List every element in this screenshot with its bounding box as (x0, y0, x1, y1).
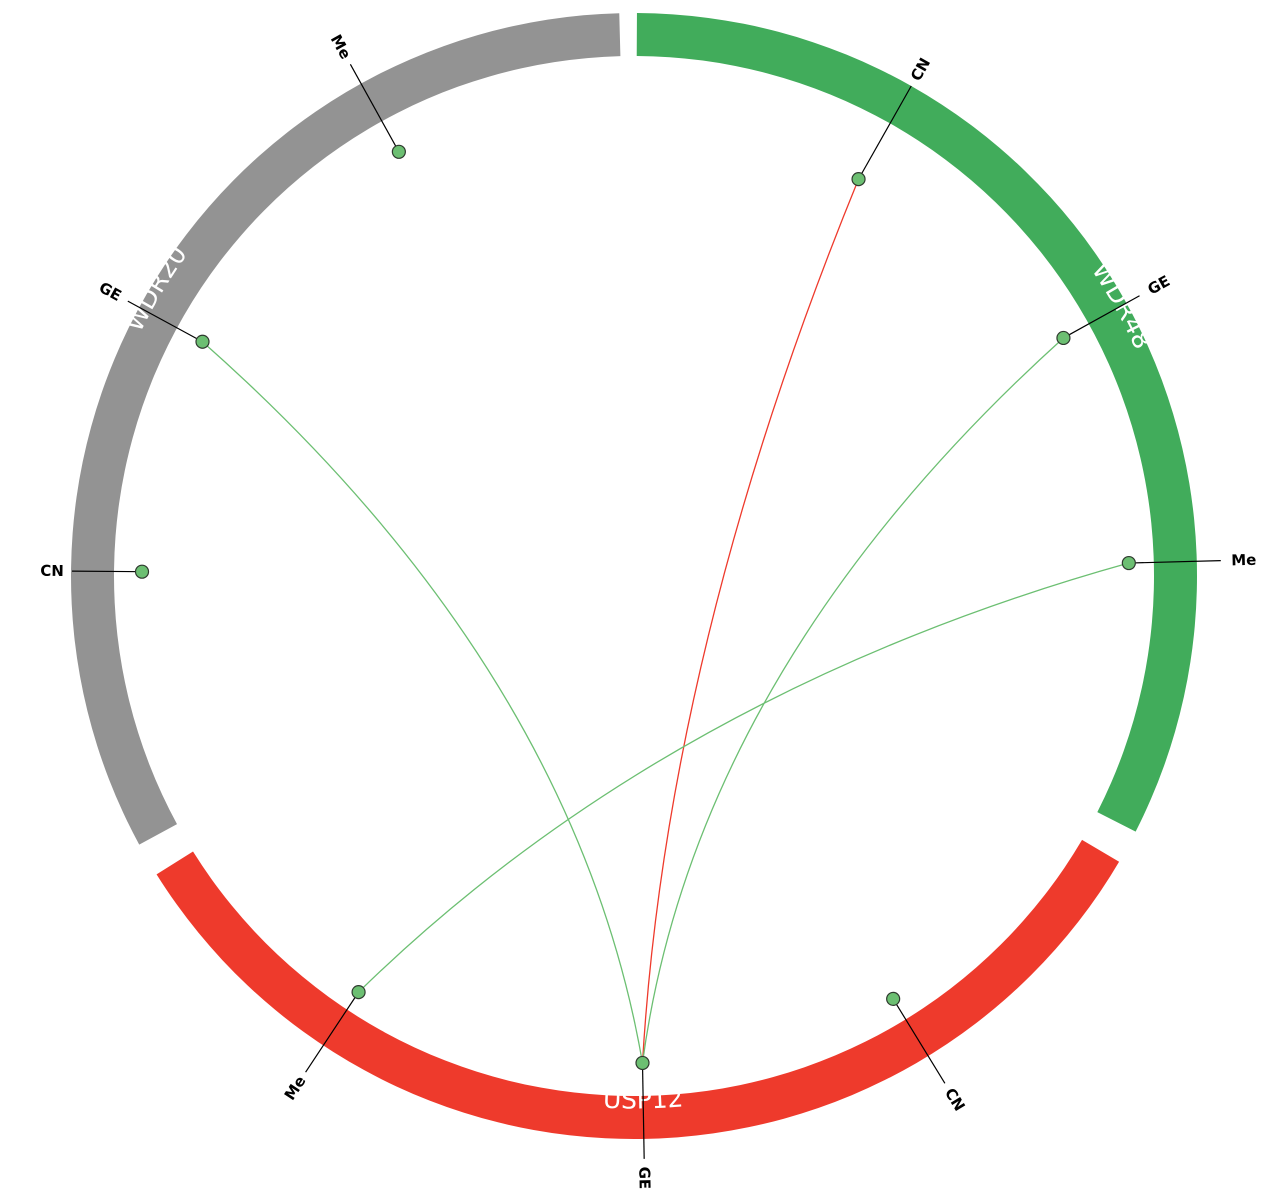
leader-line-wdr20-cn (72, 570, 143, 573)
link-wdr48-me-to-usp12-me (358, 562, 1130, 993)
node-wdr20-cn (134, 564, 150, 579)
leader-line-wdr20-me (349, 64, 400, 153)
node-wdr48-cn (851, 172, 866, 187)
node-usp12-me (351, 985, 366, 1000)
segment-arc-wdr20 (71, 13, 621, 845)
node-label-wdr20-ge: GE (96, 278, 124, 305)
node-label-wdr20-cn: CN (40, 562, 64, 580)
node-label-wdr48-ge: GE (1145, 272, 1173, 299)
leader-line-usp12-cn (892, 998, 946, 1084)
node-wdr20-me (391, 144, 406, 159)
node-label-usp12-cn: CN (941, 1085, 969, 1114)
link-wdr20-ge-to-usp12-ge (202, 341, 644, 1064)
leader-line-wdr20-ge (127, 300, 203, 343)
link-wdr48-cn-to-usp12-ge (641, 178, 860, 1063)
node-wdr20-ge (195, 334, 210, 349)
node-label-wdr20-me: Me (327, 32, 355, 63)
node-label-usp12-ge: GE (635, 1166, 653, 1189)
node-wdr48-me (1121, 555, 1136, 571)
node-label-wdr48-cn: CN (907, 55, 934, 84)
node-usp12-cn (886, 991, 901, 1007)
node-wdr48-ge (1056, 330, 1071, 346)
leader-line-wdr48-me (1128, 560, 1221, 564)
leader-line-usp12-me (305, 991, 360, 1073)
link-wdr48-ge-to-usp12-ge (641, 337, 1064, 1064)
leader-line-wdr48-ge (1063, 295, 1140, 339)
leader-line-usp12-ge (641, 1062, 645, 1159)
segment-arc-wdr48 (636, 13, 1197, 832)
node-usp12-ge (635, 1055, 650, 1071)
segment-arc-usp12 (156, 839, 1120, 1139)
leader-line-wdr48-cn (858, 85, 912, 180)
node-label-usp12-me: Me (281, 1073, 310, 1104)
node-label-wdr48-me: Me (1231, 551, 1257, 570)
